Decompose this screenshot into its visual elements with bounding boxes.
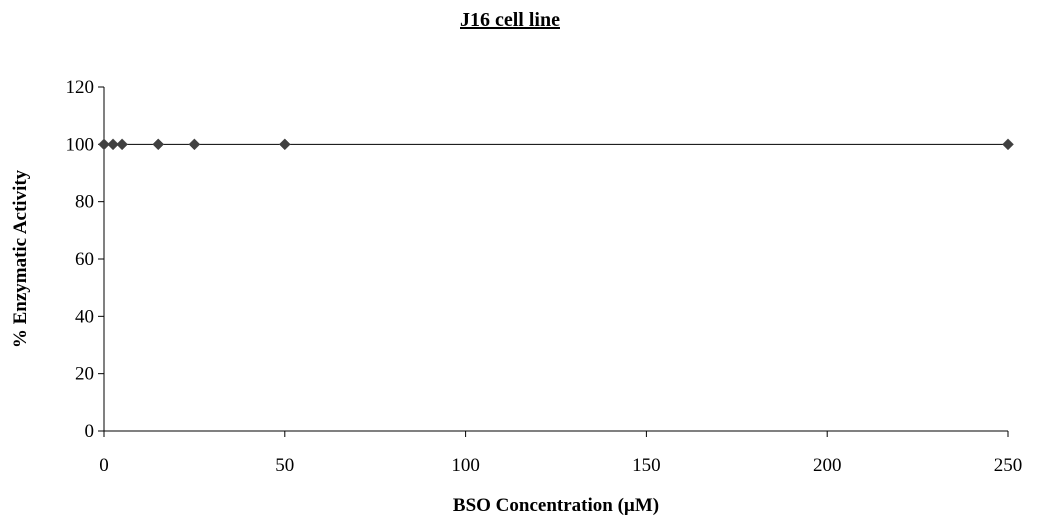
data-point	[278, 138, 291, 151]
data-point	[152, 138, 165, 151]
y-tick-label: 100	[66, 134, 95, 155]
x-tick-label: 250	[994, 455, 1023, 476]
y-tick-label: 0	[85, 421, 95, 442]
x-tick-label: 0	[99, 455, 109, 476]
data-point	[116, 138, 128, 151]
x-tick-label: 200	[813, 455, 842, 476]
y-axis-label: % Enzymatic Activity	[10, 169, 31, 348]
data-point	[98, 138, 110, 151]
x-axis: 0 50 100 150 200 250	[99, 431, 1022, 476]
y-tick-label: 60	[75, 249, 94, 270]
x-tick-label: 50	[275, 455, 294, 476]
y-tick-label: 80	[75, 192, 94, 213]
x-tick-label: 100	[451, 455, 480, 476]
y-tick-label: 40	[75, 306, 94, 327]
y-axis: 0 20 40 60 80 100 120	[66, 77, 104, 442]
data-point	[1002, 138, 1014, 151]
x-tick-label: 150	[632, 455, 661, 476]
data-point	[188, 138, 201, 151]
x-axis-label: BSO Concentration (µM)	[453, 495, 659, 516]
y-tick-label: 20	[75, 364, 94, 385]
data-point	[107, 138, 119, 151]
chart-title: J16 cell line	[460, 9, 560, 31]
series-layer	[98, 138, 1014, 151]
y-tick-label: 120	[66, 77, 95, 98]
